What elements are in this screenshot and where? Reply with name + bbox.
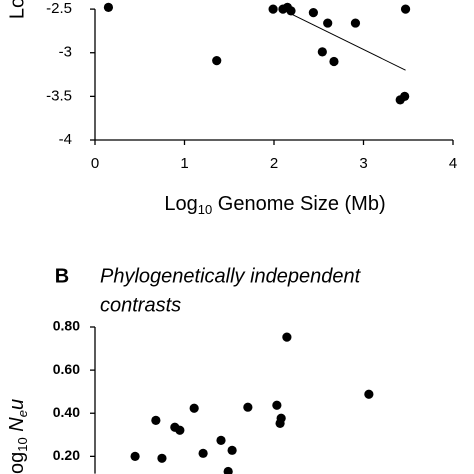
point [350, 18, 361, 28]
point [329, 56, 339, 67]
x-tick-label: 4 [449, 155, 457, 172]
point [272, 400, 282, 410]
y-tick-label: 0.40 [53, 404, 80, 420]
y-axis-label: Lo [6, 0, 28, 19]
point [323, 18, 333, 28]
y-tick-label: -2.5 [46, 0, 72, 17]
y-axis-label-part: e [15, 410, 30, 417]
point [198, 448, 208, 458]
x-axis-label: Log10 Genome Size (Mb) [164, 193, 385, 217]
y-tick-label: -3.5 [46, 87, 72, 104]
point [151, 415, 161, 425]
point [227, 445, 237, 455]
point [282, 332, 292, 342]
y-axis-label-part: og [6, 452, 28, 474]
point [400, 4, 411, 14]
point [400, 91, 410, 101]
x-tick-label: 1 [180, 155, 188, 172]
panel-title: contrasts [100, 294, 181, 316]
y-tick-label: 0.60 [53, 361, 80, 377]
y-tick-label: -3 [59, 44, 72, 61]
point [212, 55, 222, 66]
trend-line [289, 13, 406, 71]
point [364, 389, 374, 399]
y-axis-label: og10 Neu [6, 399, 30, 474]
panel-title: Phylogenetically independent [100, 265, 362, 287]
point [216, 435, 226, 445]
y-tick-label: 0.80 [53, 318, 80, 334]
point [308, 7, 318, 18]
point [175, 425, 185, 435]
point [276, 413, 286, 423]
point [243, 402, 253, 412]
panel-label: B [55, 265, 69, 287]
y-axis-label-part: 10 [15, 437, 30, 451]
point [157, 453, 167, 463]
x-axis-label-main: Log [164, 193, 197, 215]
x-tick-label: 3 [359, 155, 367, 172]
point [268, 4, 278, 14]
y-tick-label: 0.20 [53, 447, 80, 463]
point [103, 2, 114, 12]
x-axis-label-rest: Genome Size (Mb) [212, 193, 385, 215]
y-axis-label-part: N [6, 417, 28, 438]
point [189, 403, 199, 413]
x-axis-label-sub: 10 [198, 202, 212, 217]
point [130, 451, 140, 461]
point [223, 466, 233, 474]
y-tick-label: -4 [59, 131, 72, 148]
x-tick-label: 0 [91, 155, 99, 172]
point [317, 47, 327, 57]
y-axis-label-part: u [6, 399, 28, 410]
point [286, 6, 296, 16]
x-tick-label: 2 [270, 155, 278, 172]
